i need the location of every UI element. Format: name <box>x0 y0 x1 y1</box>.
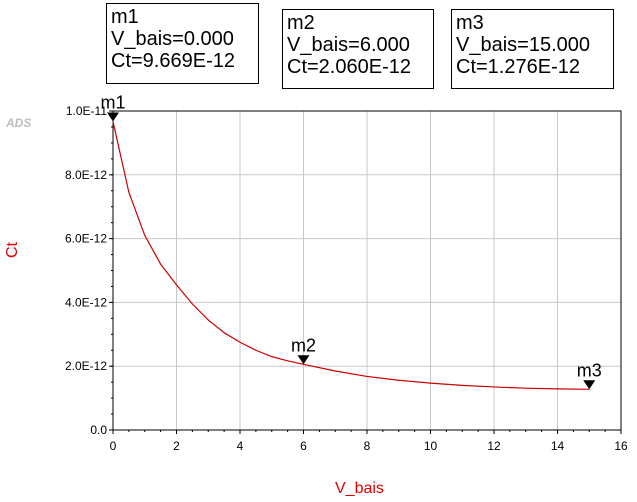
x-tick-label: 10 <box>424 439 438 453</box>
marker-m3-label: m3 <box>577 360 602 380</box>
marker-readout-name: m3 <box>456 12 484 34</box>
y-tick-label: 8.0E-12 <box>65 168 107 182</box>
marker-readout-m2: m2 V_bais=6.000 Ct=2.060E-12 <box>282 9 434 89</box>
x-tick-label: 16 <box>614 439 628 453</box>
marker-readout-y: Ct=2.060E-12 <box>287 56 411 78</box>
ads-badge: ADS <box>6 116 32 130</box>
marker-readout-y: Ct=1.276E-12 <box>456 56 580 78</box>
x-tick-label: 14 <box>551 439 565 453</box>
marker-m1-icon <box>107 112 119 122</box>
y-tick-label: 4.0E-12 <box>65 295 107 309</box>
marker-readout-name: m2 <box>287 12 315 34</box>
marker-readout-name: m1 <box>111 6 139 28</box>
marker-m3-icon <box>583 380 596 390</box>
x-tick-label: 6 <box>300 439 307 453</box>
x-tick-label: 2 <box>173 439 180 453</box>
marker-readout-x: V_bais=15.000 <box>456 34 591 56</box>
marker-m1-label: m1 <box>100 93 125 113</box>
x-tick-label: 4 <box>237 439 244 453</box>
marker-m2-label: m2 <box>291 335 316 355</box>
marker-readout-m1: m1 V_bais=0.000 Ct=9.669E-12 <box>106 3 259 84</box>
y-tick-label: 6.0E-12 <box>65 232 107 246</box>
marker-readout-m3: m3 V_bais=15.000 Ct=1.276E-12 <box>451 9 614 89</box>
x-tick-label: 12 <box>487 439 501 453</box>
marker-readout-x: V_bais=6.000 <box>287 34 410 56</box>
marker-m2-icon <box>297 355 310 365</box>
marker-readout-x: V_bais=0.000 <box>111 28 234 50</box>
y-tick-label: 0.0 <box>90 423 107 437</box>
ct-curve <box>112 121 590 390</box>
x-axis-label: V_bais <box>335 480 384 497</box>
y-axis-label: Ct <box>4 242 21 258</box>
y-tick-label: 1.0E-11 <box>66 104 107 118</box>
x-tick-label: 0 <box>110 439 117 453</box>
x-tick-label: 8 <box>364 439 371 453</box>
y-tick-label: 2.0E-12 <box>65 359 107 373</box>
marker-readout-y: Ct=9.669E-12 <box>111 50 235 72</box>
plot-frame <box>112 110 622 431</box>
